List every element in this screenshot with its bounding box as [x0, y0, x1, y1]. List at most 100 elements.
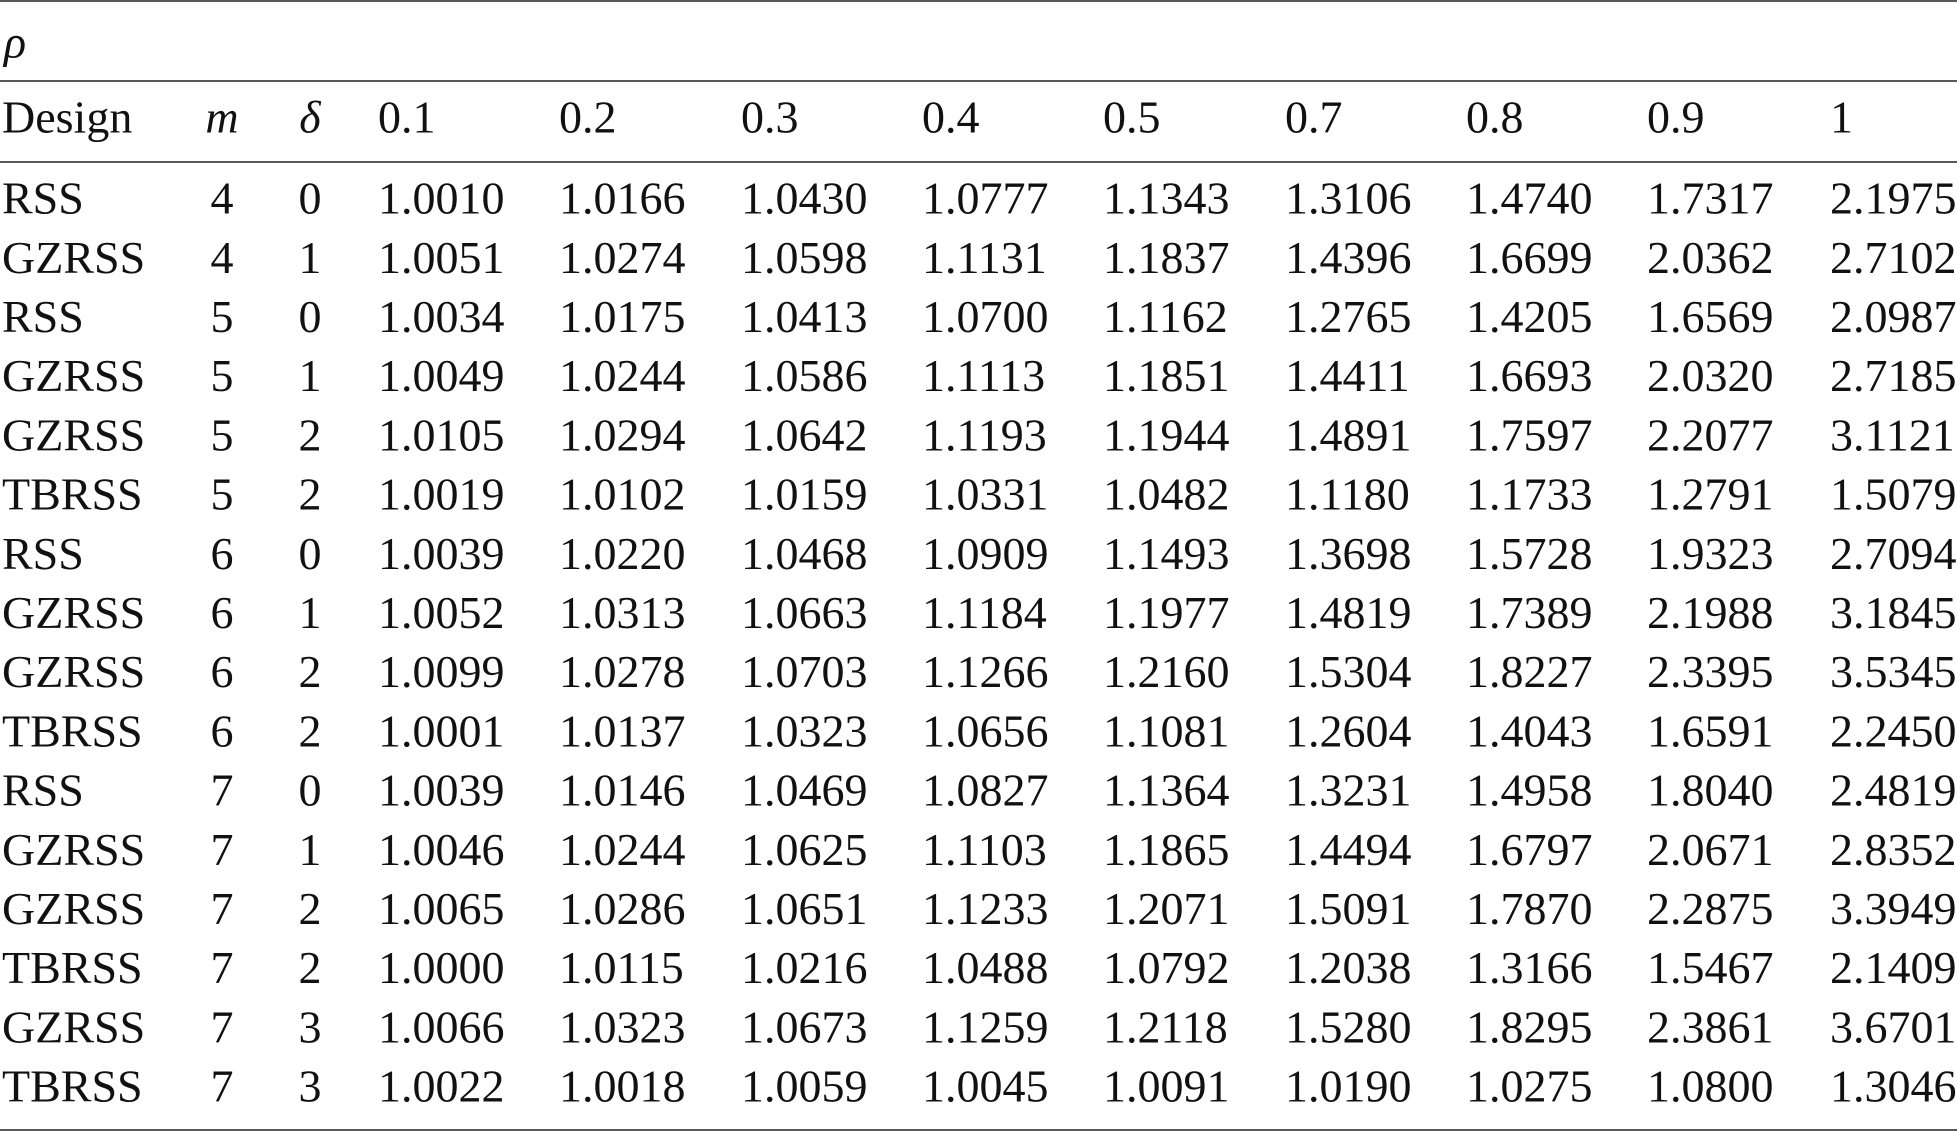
table-cell: 3.3949: [1830, 883, 1957, 934]
table-cell: 2.1975: [1830, 173, 1957, 224]
table-cell: 1.0430: [741, 173, 868, 224]
design-cell: RSS: [2, 765, 84, 816]
table-cell: 1.0220: [559, 528, 686, 579]
column-header: 0.9: [1647, 92, 1705, 143]
table-cell: 1.1493: [1103, 528, 1230, 579]
table-cell: 1.1343: [1103, 173, 1230, 224]
table-cell: 1.0091: [1103, 1061, 1230, 1112]
column-header: 0.2: [559, 92, 617, 143]
table-cell: 2.3395: [1647, 646, 1774, 697]
table-cell: 1.2604: [1285, 705, 1412, 756]
table-cell: 7: [211, 942, 234, 993]
table-cell: 1.1266: [922, 646, 1049, 697]
table-cell: 1.0175: [559, 291, 686, 342]
table-cell: 2.1988: [1647, 587, 1774, 638]
column-header: m: [205, 92, 238, 143]
column-header: 0.3: [741, 92, 799, 143]
table-cell: 1.4740: [1466, 173, 1593, 224]
table-cell: 1.3698: [1285, 528, 1412, 579]
table-cell: 2.2450: [1830, 705, 1957, 756]
table-cell: 1.0642: [741, 409, 868, 460]
table-cell: 1.0703: [741, 646, 868, 697]
table-cell: 4: [211, 232, 234, 283]
table-cell: 1.0598: [741, 232, 868, 283]
design-cell: TBRSS: [2, 942, 143, 993]
table-cell: 1.0586: [741, 350, 868, 401]
design-cell: RSS: [2, 291, 84, 342]
table-cell: 1.0049: [378, 350, 505, 401]
table-cell: 1.0313: [559, 587, 686, 638]
table-cell: 1.0039: [378, 528, 505, 579]
table-cell: 1.0166: [559, 173, 686, 224]
column-header: 0.4: [922, 92, 980, 143]
table-cell: 1.4411: [1285, 350, 1410, 401]
table-cell: 1.0663: [741, 587, 868, 638]
table-cell: 1.1081: [1103, 705, 1230, 756]
table-cell: 1.5079: [1830, 469, 1957, 520]
table-cell: 3.6701: [1830, 1001, 1957, 1052]
table-cell: 1.0034: [378, 291, 505, 342]
table-cell: 1.5728: [1466, 528, 1593, 579]
table-cell: 1.2791: [1647, 469, 1774, 520]
table-cell: 3: [299, 1001, 322, 1052]
table-cell: 1.3166: [1466, 942, 1593, 993]
table-cell: 1.0066: [378, 1001, 505, 1052]
table-cell: 1.0244: [559, 350, 686, 401]
table-cell: 1.4958: [1466, 765, 1593, 816]
table-cell: 4: [211, 173, 234, 224]
design-cell: GZRSS: [2, 409, 145, 460]
table-cell: 1.0278: [559, 646, 686, 697]
table-cell: 7: [211, 883, 234, 934]
table-cell: 2.3861: [1647, 1001, 1774, 1052]
table-cell: 1.0413: [741, 291, 868, 342]
table-cell: 2.0362: [1647, 232, 1774, 283]
table-cell: 1.0105: [378, 409, 505, 460]
table-cell: 7: [211, 1001, 234, 1052]
table-cell: 1.1113: [922, 350, 1045, 401]
table-cell: 1.7389: [1466, 587, 1593, 638]
table-cell: 1.0019: [378, 469, 505, 520]
table-cell: 1.2160: [1103, 646, 1230, 697]
table-cell: 2.4819: [1830, 765, 1957, 816]
table-cell: 1.2765: [1285, 291, 1412, 342]
table-cell: 1.0482: [1103, 469, 1230, 520]
table-cell: 1.6569: [1647, 291, 1774, 342]
table-cell: 2.1409: [1830, 942, 1957, 993]
table-cell: 1.0146: [559, 765, 686, 816]
design-cell: TBRSS: [2, 469, 143, 520]
table-cell: 1.1977: [1103, 587, 1230, 638]
table-cell: 1.1259: [922, 1001, 1049, 1052]
table-cell: 0: [299, 528, 322, 579]
table-cell: 1.1865: [1103, 824, 1230, 875]
table-cell: 1.0000: [378, 942, 505, 993]
table-cell: 2.0671: [1647, 824, 1774, 875]
table-cell: 1.0488: [922, 942, 1049, 993]
design-cell: GZRSS: [2, 646, 145, 697]
column-header: Design: [2, 92, 132, 143]
table-cell: 1.2118: [1103, 1001, 1228, 1052]
table-cell: 1.6693: [1466, 350, 1593, 401]
table-cell: 1.0294: [559, 409, 686, 460]
design-cell: GZRSS: [2, 883, 145, 934]
table-cell: 1.8040: [1647, 765, 1774, 816]
table-cell: 1.0468: [741, 528, 868, 579]
design-cell: GZRSS: [2, 824, 145, 875]
table-cell: 1.3046: [1830, 1061, 1957, 1112]
table-cell: 1.3231: [1285, 765, 1412, 816]
table-cell: 1.9323: [1647, 528, 1774, 579]
table-cell: 1.0827: [922, 765, 1049, 816]
column-header: 0.8: [1466, 92, 1524, 143]
table-cell: 1.2038: [1285, 942, 1412, 993]
table-cell: 2.2875: [1647, 883, 1774, 934]
table-cell: 1.0331: [922, 469, 1049, 520]
table-cell: 1.7317: [1647, 173, 1774, 224]
table-cell: 1.1131: [922, 232, 1047, 283]
table-cell: 1.0159: [741, 469, 868, 520]
table-cell: 1.1162: [1103, 291, 1228, 342]
table-cell: 1.0323: [741, 705, 868, 756]
table-cell: 7: [211, 824, 234, 875]
table-cell: 1.0651: [741, 883, 868, 934]
table-cell: 1.1837: [1103, 232, 1230, 283]
table-cell: 5: [211, 291, 234, 342]
